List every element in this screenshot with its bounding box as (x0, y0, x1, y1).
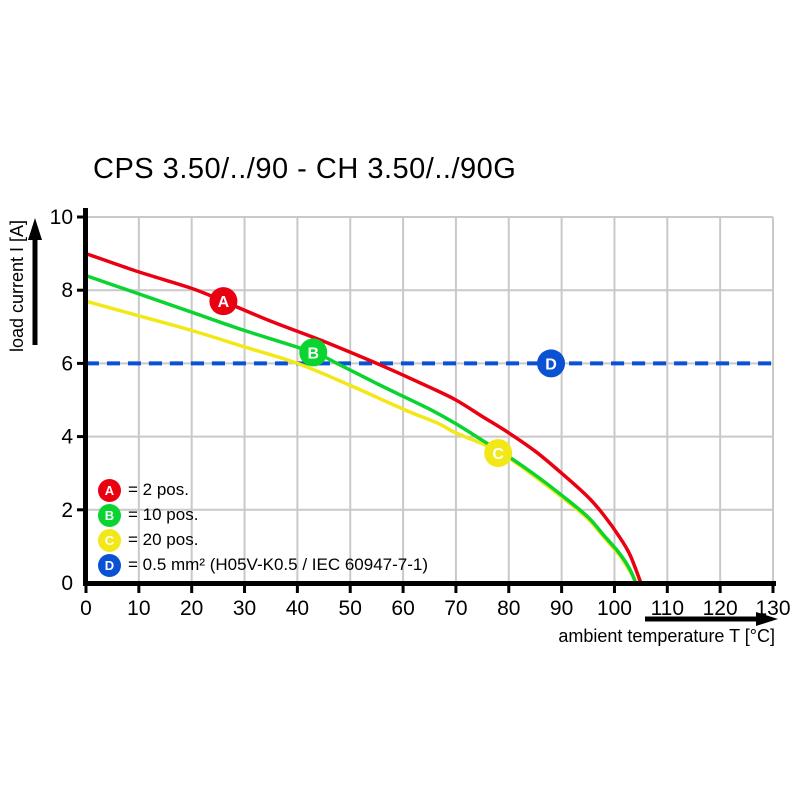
legend-label: = 2 pos. (128, 480, 189, 499)
x-tick-label: 100 (597, 597, 632, 620)
y-tick-label: 10 (50, 206, 73, 229)
marker-letter: A (218, 294, 230, 311)
x-tick-label: 80 (497, 597, 520, 620)
curve-b (84, 273, 638, 585)
curve-marker-b: B (299, 338, 328, 367)
y-arrow-head-icon (28, 218, 42, 240)
y-tick-label: 8 (61, 279, 73, 302)
legend-dot-d: D (98, 553, 121, 577)
marker-letter: B (307, 345, 319, 362)
x-tick-label: 0 (80, 597, 92, 620)
legend-item-d: D = 0.5 mm² (H05V-K0.5 / IEC 60947-7-1) (98, 553, 428, 577)
curve-marker-c: C (484, 439, 513, 468)
marker-circle (209, 287, 238, 316)
axes (77, 208, 776, 593)
axis-arrows (28, 218, 778, 626)
legend-dot-c: C (98, 528, 121, 552)
curve-marker-d: D (537, 349, 566, 378)
marker-circle (537, 349, 566, 378)
legend-item-b: B = 10 pos. (98, 503, 198, 527)
marker-circle (484, 439, 513, 468)
y-tick-label: 6 (61, 352, 73, 375)
x-tick-label: 90 (550, 597, 573, 620)
x-tick-label: 30 (233, 597, 256, 620)
x-tick-label: 20 (180, 597, 203, 620)
legend-dot-b: B (98, 503, 121, 527)
x-axis-label: ambient temperature T [°C] (558, 626, 775, 646)
x-tick-label: 110 (651, 597, 684, 620)
legend-label: = 10 pos. (128, 505, 199, 524)
marker-letter: D (545, 356, 557, 373)
x-arrow-head-icon (756, 612, 778, 626)
legend-label: = 20 pos. (128, 530, 199, 549)
curve-marker-a: A (209, 287, 238, 316)
marker-letter: C (492, 446, 504, 463)
y-tick-label: 2 (61, 499, 73, 522)
legend-item-c: C = 20 pos. (98, 528, 198, 552)
x-tick-label: 10 (127, 597, 150, 620)
y-axis-label: load current I [A] (7, 219, 27, 353)
x-tick-label: 70 (444, 597, 467, 620)
x-tick-label: 130 (755, 597, 790, 620)
x-tick-label: 60 (391, 597, 414, 620)
legend-label: = 0.5 mm² (H05V-K0.5 / IEC 60947-7-1) (128, 555, 428, 574)
legend-dot-a: A (98, 478, 121, 502)
tick-labels: 0 10 20 30 40 50 60 70 80 90 100 110 120 130 0 2 4 6 8 10 (50, 206, 791, 620)
x-tick-label: 50 (339, 597, 362, 620)
x-tick-label: 40 (286, 597, 309, 620)
legend-item-a: A = 2 pos. (98, 478, 189, 502)
marker-circle (299, 338, 328, 367)
chart-title: CPS 3.50/../90 - CH 3.50/../90G (93, 153, 517, 185)
y-tick-label: 4 (61, 426, 73, 449)
x-tick-label: 120 (703, 597, 738, 620)
y-tick-label: 0 (61, 572, 73, 595)
